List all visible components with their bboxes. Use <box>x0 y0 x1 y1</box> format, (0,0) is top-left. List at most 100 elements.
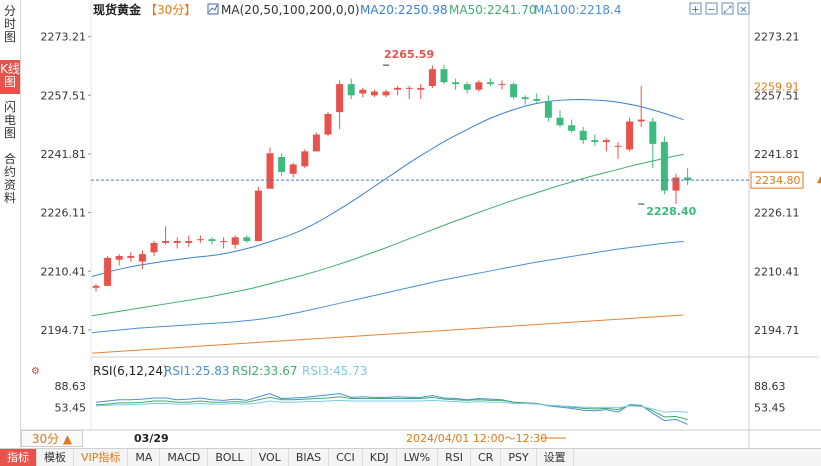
indicator-tab-psy[interactable]: PSY <box>501 449 537 466</box>
zoom-in-icon-frame <box>689 2 702 15</box>
candle-body-48 <box>649 121 657 144</box>
time-axis-date-left: 03/29 <box>134 432 169 445</box>
candle-body-10 <box>208 239 216 242</box>
candle-body-22 <box>347 84 355 96</box>
y-tick-label-right-4: 2210.41 <box>754 265 800 278</box>
current-price-box <box>750 171 804 189</box>
zoom-out-icon-frame <box>705 2 718 15</box>
sidebar-tab-0[interactable]: 分时图 <box>3 4 16 44</box>
rsi-tick-label-right-1: 53.45 <box>754 401 786 414</box>
candle-body-47 <box>637 119 645 122</box>
candle-body-23 <box>359 89 367 94</box>
indicator-tab-kdj[interactable]: KDJ <box>363 449 397 466</box>
close-icon-glyph: × <box>739 5 747 16</box>
candle-body-32 <box>463 84 471 90</box>
ma50-line <box>91 153 684 317</box>
indicator-tab-ma[interactable]: MA <box>128 449 161 466</box>
indicator-tab-[interactable]: 设置 <box>537 449 574 466</box>
candle-body-1 <box>104 257 112 286</box>
candle-body-25 <box>382 91 390 96</box>
indicator-tab-macd[interactable]: MACD <box>160 449 209 466</box>
marker-price-label: 2259.91 <box>754 80 800 93</box>
candle-body-26 <box>394 87 402 90</box>
y-tick-label-left-4: 2210.41 <box>41 265 87 278</box>
candle-body-11 <box>220 241 228 243</box>
candle-body-30 <box>440 69 448 83</box>
indicator-tab-cr[interactable]: CR <box>471 449 502 466</box>
indicator-tab-cci[interactable]: CCI <box>329 449 363 466</box>
current-price-label: 2234.80 <box>755 174 801 187</box>
y-tick-label-right-0: 2273.21 <box>754 31 800 44</box>
candle-body-38 <box>533 99 541 101</box>
candle-body-39 <box>544 100 552 118</box>
indicator-tab-[interactable]: 指标 <box>0 449 37 466</box>
candle-body-44 <box>602 140 610 143</box>
candle-body-49 <box>660 142 668 191</box>
ma20-label: MA20:2250.98 <box>360 3 448 17</box>
sidebar: 分时图 K线图闪电图合约资料 <box>0 0 21 448</box>
indicator-tab-bias[interactable]: BIAS <box>289 449 330 466</box>
candle-body-50 <box>672 177 680 191</box>
sidebar-tab-2[interactable]: 闪电图 <box>3 100 16 140</box>
candle-body-17 <box>289 164 297 174</box>
close-icon[interactable]: × <box>737 2 750 16</box>
candle-body-27 <box>405 87 413 89</box>
period-tag: 【30分】 <box>145 3 196 17</box>
y-tick-label-right-5: 2194.71 <box>754 324 800 337</box>
candle-body-29 <box>428 69 436 86</box>
indicator-tab-boll[interactable]: BOLL <box>208 449 252 466</box>
rsi1-line <box>95 393 688 425</box>
candle-body-5 <box>150 242 158 253</box>
candle-body-24 <box>370 91 378 96</box>
low-price-annotation: 2228.40 <box>646 205 696 218</box>
indicator-tab-lw[interactable]: LW% <box>397 449 439 466</box>
candle-body-2 <box>115 255 123 260</box>
candle-body-16 <box>278 156 286 172</box>
candle-body-9 <box>196 239 204 241</box>
candle-body-35 <box>498 84 506 86</box>
ma100-label: MA100:2218.4 <box>534 3 622 17</box>
ma-settings-icon-glyph <box>208 4 218 13</box>
indicator-tab-rsi[interactable]: RSI <box>438 449 471 466</box>
zoom-in-icon[interactable]: + <box>689 2 702 16</box>
candle-body-0 <box>92 285 100 288</box>
rsi2-line <box>95 396 688 421</box>
period-selector[interactable]: 30分 ▲ <box>21 430 83 447</box>
y-tick-label-left-1: 2257.51 <box>41 89 87 102</box>
indicator-tab-vol[interactable]: VOL <box>252 449 289 466</box>
y-tick-label-right-3: 2226.11 <box>754 207 800 220</box>
zoom-out-icon[interactable]: − <box>705 2 718 16</box>
rsi2-label: RSI2:33.67 <box>232 364 298 378</box>
candle-body-45 <box>614 145 622 147</box>
candle-body-36 <box>510 84 518 98</box>
candle-body-41 <box>568 125 576 131</box>
rsi3-line <box>95 399 688 413</box>
sidebar-tab-1[interactable]: K线图 <box>0 60 20 94</box>
indicator-tab-vip[interactable]: VIP指标 <box>74 449 129 466</box>
candle-body-19 <box>312 134 320 152</box>
candle-body-33 <box>475 82 483 90</box>
ma-params: MA(20,50,100,200,0,0) <box>221 3 360 17</box>
current-price-arrow-icon: ▲ <box>817 175 821 185</box>
rsi1-label: RSI1:25.83 <box>164 364 230 378</box>
candle-body-40 <box>556 117 564 126</box>
candle-body-43 <box>591 140 599 143</box>
indicator-tab-[interactable]: 模板 <box>37 449 74 466</box>
zoom-out-icon-glyph: − <box>707 5 715 16</box>
candle-body-20 <box>324 114 332 135</box>
sidebar-tab-3[interactable]: 合约资料 <box>3 152 16 205</box>
restore-icon-glyph: ⤢ <box>724 5 732 16</box>
restore-icon[interactable]: ⤢ <box>721 2 734 16</box>
ma20-line <box>91 98 684 278</box>
indicator-tab-bar: 指标 模板 VIP指标 MA MACD BOLL VOL BIAS CCI KDJ LW% RSI CR… <box>0 448 821 466</box>
y-tick-label-left-3: 2226.11 <box>41 207 87 220</box>
candle-body-12 <box>231 237 239 245</box>
candle-body-13 <box>243 237 251 242</box>
y-tick-label-left-0: 2273.21 <box>41 31 87 44</box>
candle-body-28 <box>417 87 425 90</box>
y-tick-label-left-2: 2241.81 <box>41 148 87 161</box>
rsi-tick-label-left-0: 88.63 <box>55 380 87 393</box>
period-label[interactable]: 30分 ▲ <box>31 432 73 446</box>
rsi3-label: RSI3:45.73 <box>302 364 368 378</box>
y-tick-label-right-2: 2241.81 <box>754 148 800 161</box>
